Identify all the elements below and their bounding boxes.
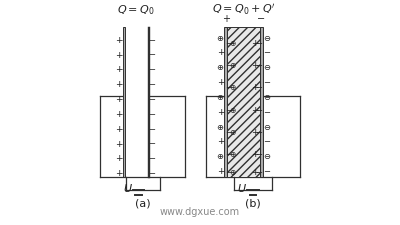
Text: $\oplus$: $\oplus$ [230,83,237,92]
Text: −: − [255,167,262,176]
Text: $\oplus$: $\oplus$ [230,61,237,70]
Text: −: − [263,48,270,57]
Text: (b): (b) [245,198,261,207]
Text: $\oplus$: $\oplus$ [216,152,224,161]
Text: $\oplus$: $\oplus$ [216,34,224,43]
Text: −: − [225,83,232,92]
Text: −: − [149,139,156,148]
Text: −: − [149,124,156,133]
Text: +: + [217,107,224,116]
Text: +: + [115,109,122,118]
Text: −: − [255,39,262,48]
Text: +: + [115,124,122,133]
Text: −: − [149,80,156,89]
Text: −: − [255,83,262,92]
Text: +: + [251,105,258,114]
Text: +: + [115,36,122,45]
Text: +: + [251,167,258,176]
Text: −: − [255,127,262,136]
Text: −: − [149,109,156,118]
Text: +: + [115,154,122,163]
Text: $\ominus$: $\ominus$ [263,63,271,72]
Text: +: + [251,83,258,92]
Text: −: − [225,127,232,136]
Text: −: − [225,150,232,158]
Text: +: + [251,39,258,48]
Text: +: + [217,48,224,57]
Text: −: − [255,61,262,70]
Text: +: + [251,127,258,136]
Text: −: − [263,107,270,116]
Text: −: − [225,105,232,114]
Text: −: − [263,166,270,175]
Text: $\ominus$: $\ominus$ [263,34,271,43]
Text: +: + [115,95,122,104]
Text: $\oplus$: $\oplus$ [230,105,237,114]
Text: +: + [115,169,122,178]
Text: $\oplus$: $\oplus$ [230,127,237,136]
Text: +: + [115,50,122,59]
Text: $\ominus$: $\ominus$ [263,122,271,131]
Text: $\oplus$: $\oplus$ [216,92,224,101]
Text: $Q=Q_0+Q'$: $Q=Q_0+Q'$ [212,2,275,17]
Text: −: − [257,14,265,24]
Text: −: − [255,105,262,114]
Text: $\oplus$: $\oplus$ [216,122,224,131]
Text: +: + [251,150,258,158]
Text: $\oplus$: $\oplus$ [216,63,224,72]
Text: −: − [149,65,156,74]
Text: +: + [115,65,122,74]
Text: −: − [149,169,156,178]
Text: −: − [225,167,232,176]
Text: +: + [222,14,230,24]
Bar [123,27,125,177]
Text: www.dgxue.com: www.dgxue.com [160,206,240,216]
Bar [227,27,260,177]
Text: +: + [217,78,224,87]
Text: $U$: $U$ [123,181,133,193]
Text: +: + [251,61,258,70]
Text: −: − [225,39,232,48]
Text: −: − [263,78,270,87]
Text: $\oplus$: $\oplus$ [230,167,237,176]
Text: +: + [115,139,122,148]
Text: −: − [263,137,270,146]
Text: −: − [225,61,232,70]
Text: −: − [149,50,156,59]
Text: +: + [217,137,224,146]
Text: $\oplus$: $\oplus$ [230,39,237,48]
Text: $Q=Q_0$: $Q=Q_0$ [117,3,155,17]
Text: $\ominus$: $\ominus$ [263,152,271,161]
Text: $\ominus$: $\ominus$ [263,92,271,101]
Bar [260,27,262,177]
Text: −: − [149,95,156,104]
Text: −: − [149,154,156,163]
Bar [224,27,227,177]
Text: −: − [149,36,156,45]
Text: +: + [115,80,122,89]
Text: −: − [255,150,262,158]
Text: $\oplus$: $\oplus$ [230,150,237,158]
Text: $U$: $U$ [238,181,247,193]
Text: +: + [217,166,224,175]
Text: (a): (a) [135,198,150,207]
